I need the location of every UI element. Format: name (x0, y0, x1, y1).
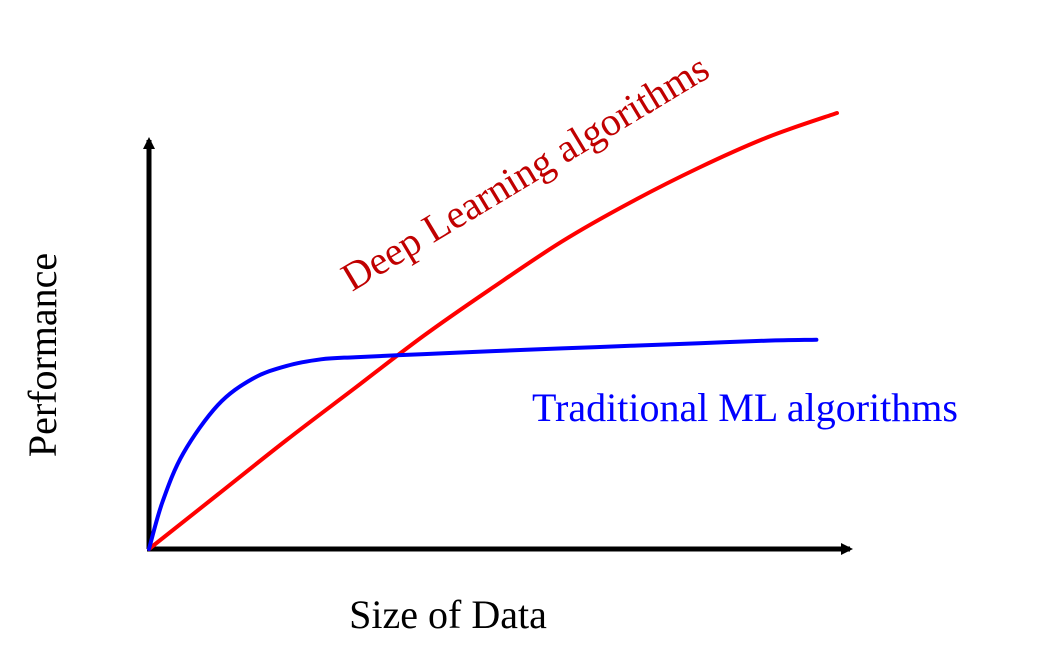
series-line-deep-learning (147, 111, 839, 551)
series-label-deep-learning: Deep Learning algorithms (333, 45, 716, 300)
y-axis-label: Performance (20, 253, 65, 457)
series-layer (147, 111, 839, 551)
x-axis-label: Size of Data (349, 592, 547, 637)
series-label-traditional-ml: Traditional ML algorithms (532, 385, 958, 430)
series-line-traditional-ml (147, 337, 819, 551)
